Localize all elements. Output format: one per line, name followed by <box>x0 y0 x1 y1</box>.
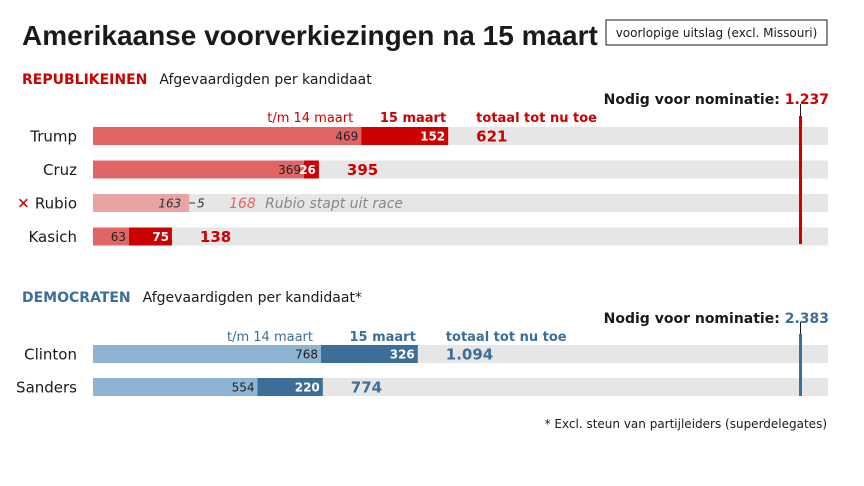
bar-march15 <box>186 194 190 212</box>
bar-row: Kasich 63 75 138 <box>28 227 828 246</box>
bar-march15 <box>257 378 323 396</box>
column-header-before: t/m 14 maart <box>267 111 353 126</box>
value-before-label: 63 <box>111 230 126 244</box>
bar-before <box>93 345 322 363</box>
party-label: DEMOCRATEN <box>22 290 131 306</box>
value-before-label: 768 <box>295 348 318 362</box>
candidate-name: ✕ Rubio <box>17 195 77 213</box>
bar-before <box>93 127 362 145</box>
bar-march15 <box>129 227 172 246</box>
total-label: 138 <box>200 228 231 246</box>
democrats-panel: DEMOCRATEN Afgevaardigden per kandidaat* N… <box>16 290 829 397</box>
value-before-label: 469 <box>335 130 358 144</box>
bar-before <box>93 227 130 246</box>
status-badge: voorlopige uitslag (excl. Missouri) <box>605 19 828 46</box>
value-before-label: 163 <box>158 197 181 211</box>
column-header-before: t/m 14 maart <box>227 330 313 345</box>
value-before-label: 369 <box>278 163 301 177</box>
bar-track <box>93 194 828 212</box>
republicans-panel: REPUBLIKEINEN Afgevaardigden per kandidaa… <box>17 72 829 246</box>
bar-before <box>93 378 258 396</box>
total-label: 168 <box>229 196 256 212</box>
total-label: 774 <box>351 379 382 397</box>
party-label: REPUBLIKEINEN <box>22 72 147 88</box>
threshold-label: Nodig voor nominatie: 2.383 <box>604 311 829 327</box>
column-header-march15: 15 maart <box>349 330 415 345</box>
column-header-march15: 15 maart <box>380 111 446 126</box>
bar-march15 <box>361 127 449 145</box>
bar-track <box>93 227 828 246</box>
bar-march15 <box>321 345 418 363</box>
total-label: 395 <box>347 161 378 179</box>
page-title: Amerikaanse voorverkiezingen na 15 maart <box>22 20 598 51</box>
value-march15-label: 326 <box>390 348 415 362</box>
value-march15-label: 152 <box>420 130 445 144</box>
total-label: 1.094 <box>446 346 493 364</box>
footnote: * Excl. steun van partijleiders (superde… <box>545 417 827 431</box>
bar-march15 <box>304 160 319 179</box>
candidate-name: Trump <box>29 128 77 146</box>
candidate-name: Kasich <box>28 228 77 246</box>
value-march15-label: 75 <box>152 230 169 244</box>
value-march15-label: 220 <box>295 381 320 395</box>
panel-subtitle: Afgevaardigden per kandidaat* <box>143 290 362 306</box>
value-march15-label: 26 <box>299 163 316 177</box>
candidate-name: Sanders <box>16 379 77 397</box>
candidate-name: Clinton <box>24 346 77 364</box>
bar-row: Trump 469 152 621 <box>29 127 828 146</box>
dropout-note: Rubio stapt uit race <box>265 196 403 212</box>
total-label: 621 <box>476 128 507 146</box>
panel-subtitle: Afgevaardigden per kandidaat <box>159 72 372 88</box>
bar-row: Clinton 768 326 1.094 <box>24 345 828 364</box>
bar-row: ✕ Rubio 163 5 168 Rubio stapt uit race <box>17 194 828 213</box>
candidate-name: Cruz <box>43 161 77 179</box>
threshold-label: Nodig voor nominatie: 1.237 <box>604 92 829 108</box>
bar-before <box>93 194 187 212</box>
value-march15-label: 5 <box>197 197 205 211</box>
status-badge-label: voorlopige uitslag (excl. Missouri) <box>616 26 818 40</box>
column-header-total: totaal tot nu toe <box>446 330 567 345</box>
column-header-total: totaal tot nu toe <box>476 111 597 126</box>
value-before-label: 554 <box>232 381 255 395</box>
bar-before <box>93 160 305 179</box>
bar-row: Sanders 554 220 774 <box>16 378 828 397</box>
